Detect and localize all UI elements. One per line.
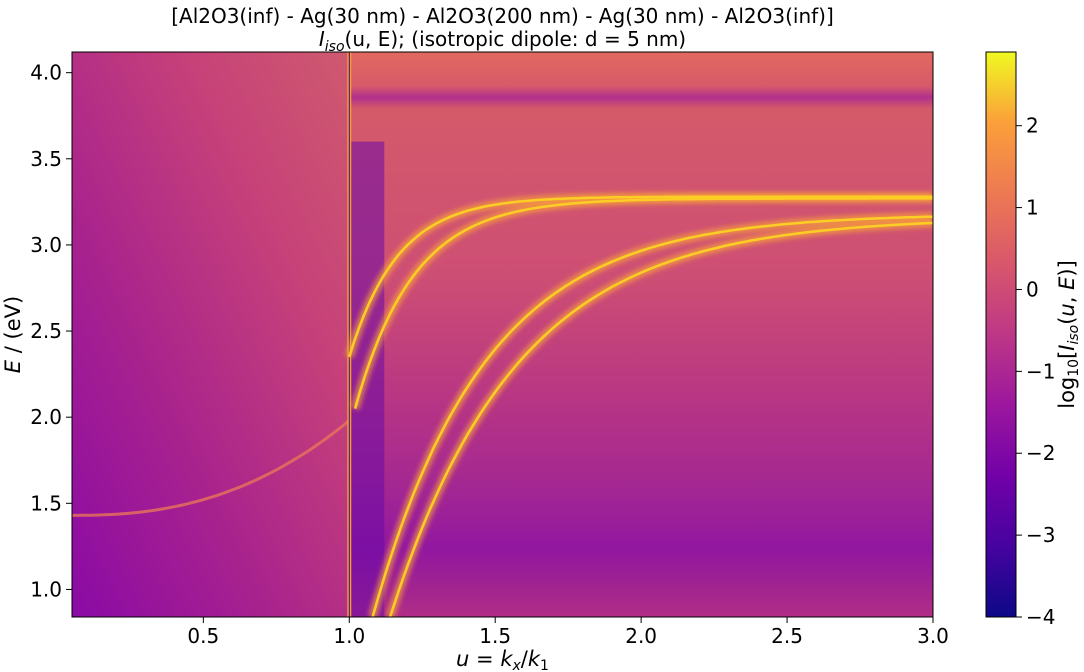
heatmap	[72, 52, 933, 617]
y-tick-label: 3.0	[30, 233, 62, 257]
colorbar-tick-label: −4	[1026, 605, 1055, 629]
y-tick-label: 2.0	[30, 405, 62, 429]
y-tick-label: 4.0	[30, 61, 62, 85]
chart-title: [Al2O3(inf) - Ag(30 nm) - Al2O3(200 nm) …	[171, 4, 834, 28]
y-tick-label: 2.5	[30, 319, 62, 343]
colorbar-tick-label: 1	[1026, 196, 1039, 220]
x-tick-label: 1.0	[333, 624, 365, 648]
heatmap-region-right	[349, 52, 933, 617]
y-axis: 1.0 1.5 2.0 2.5 3.0 3.5 4.0	[30, 61, 72, 601]
y-tick-label: 3.5	[30, 147, 62, 171]
mode-curve-4	[388, 221, 933, 617]
mode-curve-2	[353, 197, 933, 409]
y-tick-label: 1.5	[30, 491, 62, 515]
x-tick-label: 2.5	[771, 624, 803, 648]
chart-subtitle: Iiso(u, E); (isotropic dipole: d = 5 nm)	[319, 27, 686, 55]
x-tick-label: 3.0	[917, 624, 949, 648]
x-axis-label: u = kx/k1	[456, 647, 549, 672]
x-tick-label: 1.5	[479, 624, 511, 648]
colorbar-label: log10[Iiso(u, E)]	[1055, 260, 1082, 409]
colorbar-tick-label: −1	[1026, 359, 1055, 383]
x-axis: 0.5 1.0 1.5 2.0 2.5 3.0	[187, 617, 949, 648]
colorbar-tick-label: −3	[1026, 523, 1055, 547]
mode-curve-3	[371, 215, 933, 617]
x-tick-label: 2.0	[625, 624, 657, 648]
x-tick-label: 0.5	[187, 624, 219, 648]
subtitle-subscript: iso	[325, 39, 345, 55]
mode-curves-group	[348, 195, 933, 617]
colorbar-tick-label: −2	[1026, 441, 1055, 465]
colorbar	[985, 51, 1017, 618]
subtitle-rest: (u, E); (isotropic dipole: d = 5 nm)	[345, 27, 687, 51]
y-axis-label: E / (eV)	[1, 296, 25, 373]
left-mode-curve	[72, 419, 351, 517]
colorbar-tick-label: 2	[1026, 114, 1039, 138]
subtitle-symbol: I	[319, 27, 325, 51]
heatmap-region-left	[72, 52, 350, 617]
mode-curve-1	[348, 195, 933, 358]
y-tick-label: 1.0	[30, 577, 62, 601]
plot-frame	[71, 51, 934, 618]
colorbar-tick-label: 0	[1026, 277, 1039, 301]
colorbar-axis: 2 1 0 −1 −2 −3 −4	[1016, 114, 1055, 629]
